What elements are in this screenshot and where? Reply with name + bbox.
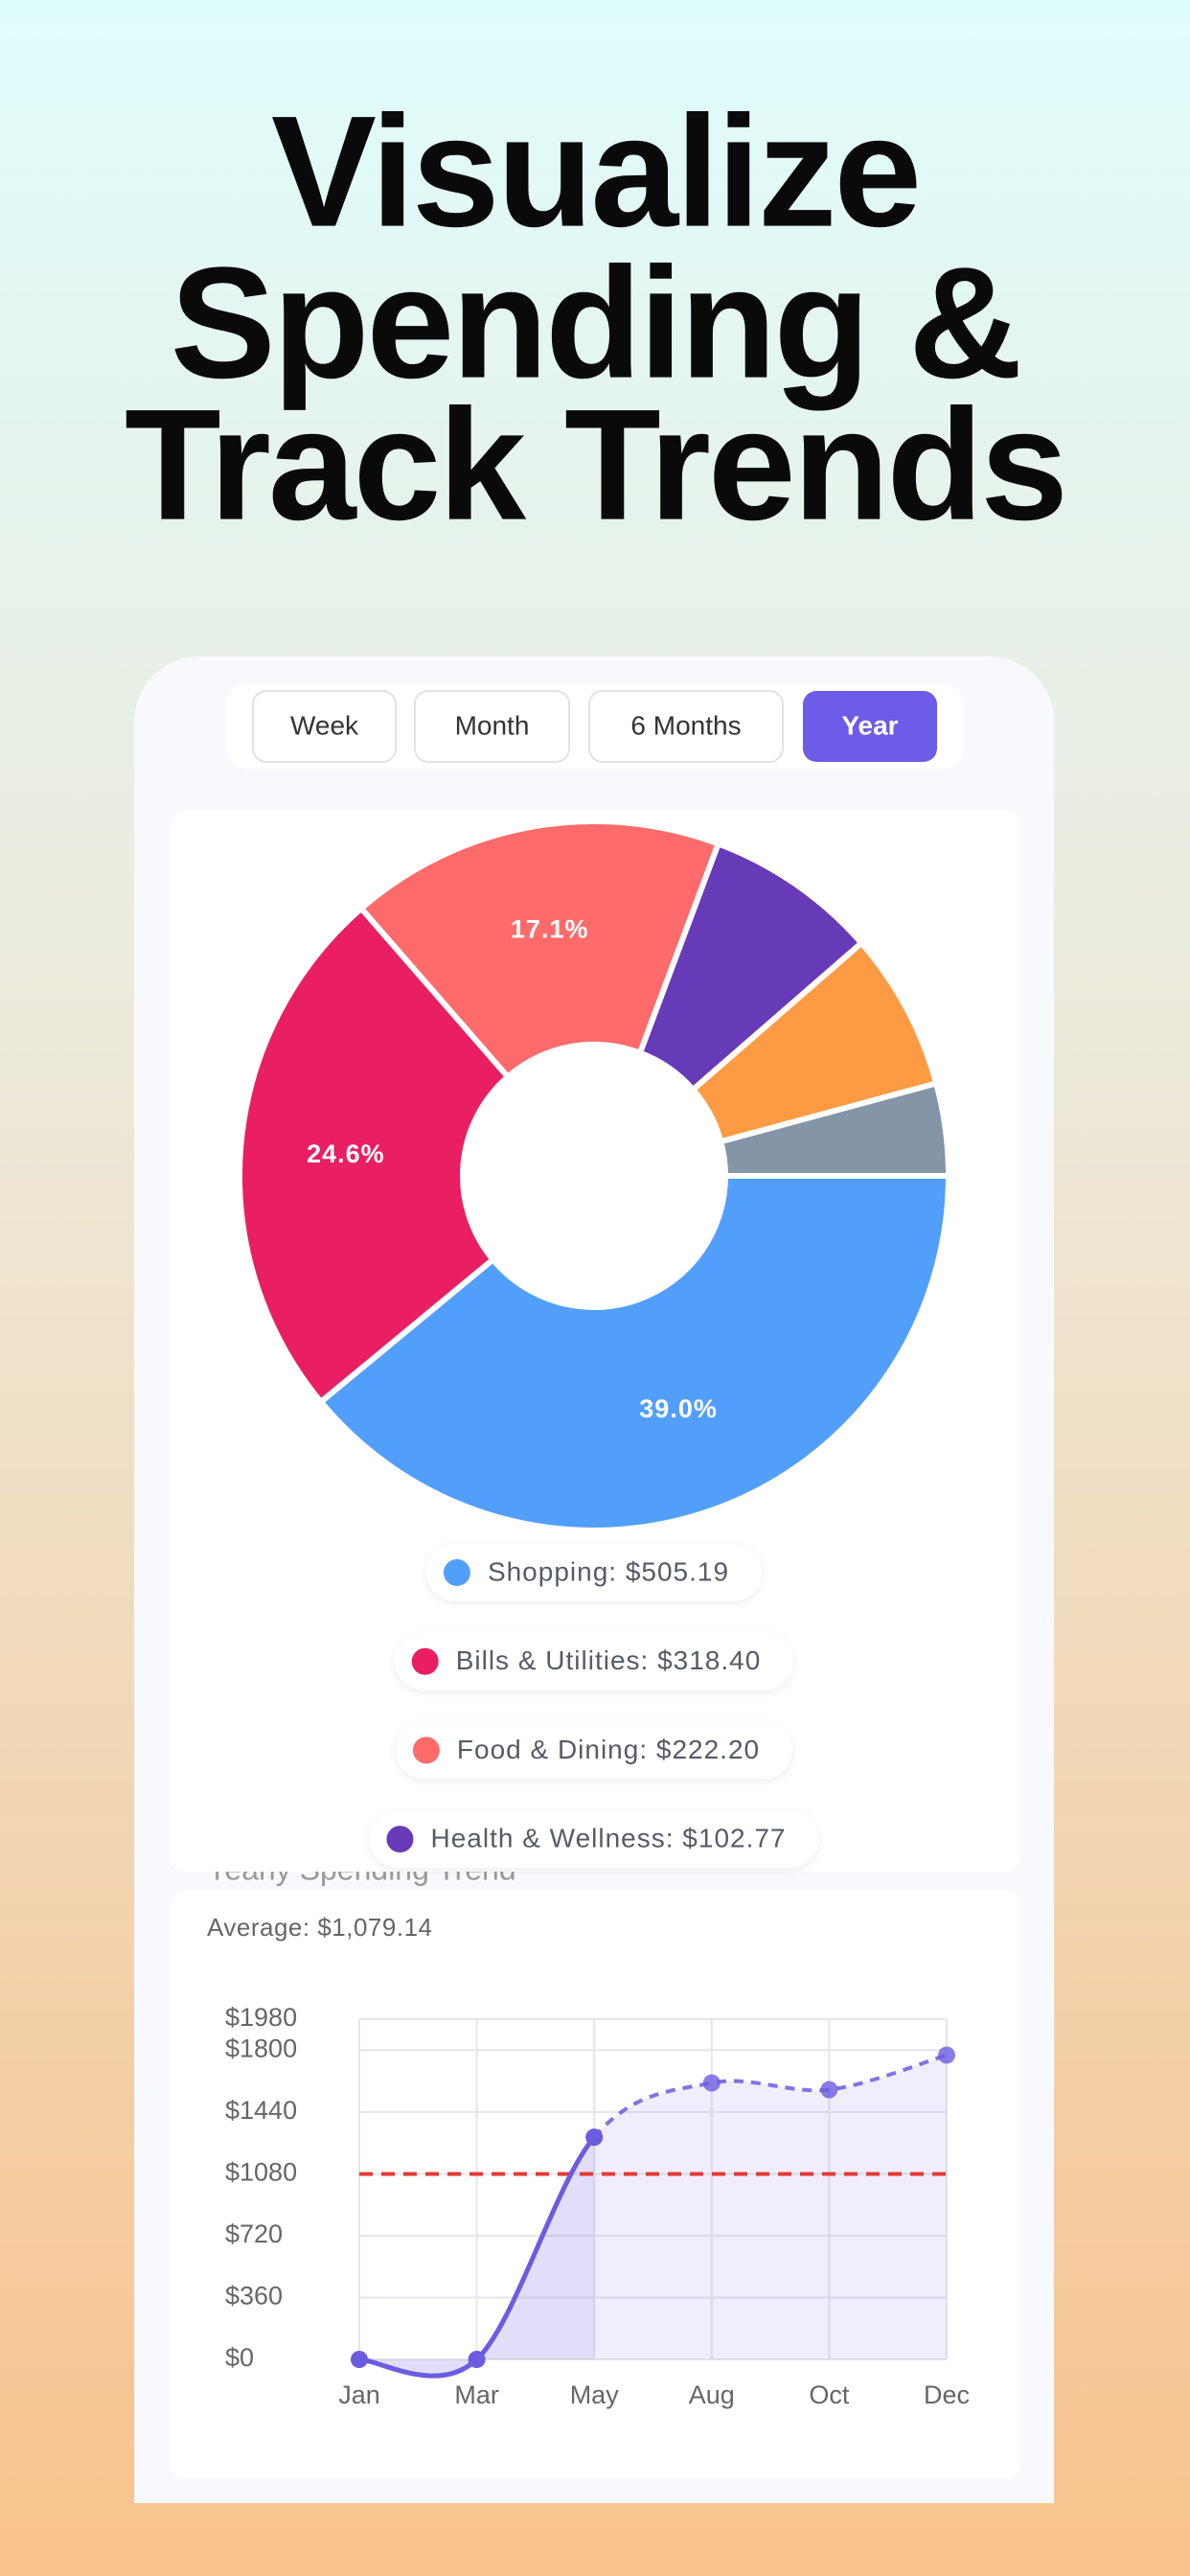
legend-pill: [394, 1632, 794, 1690]
tab-button[interactable]: [803, 691, 937, 762]
legend-dot: [412, 1736, 440, 1764]
data-point: [820, 2081, 838, 2099]
slice-label: 39.0%: [639, 1394, 718, 1423]
area-fill: [359, 2137, 595, 2377]
legend-text: Shopping: $505.19: [488, 1556, 729, 1586]
trend-line: [358, 2135, 597, 2379]
pie-slice: [316, 1173, 952, 1533]
pie-slice: [237, 904, 513, 1407]
y-tick-label: $360: [225, 2282, 283, 2311]
pie-slice: [717, 1079, 952, 1179]
y-tick-label: $1080: [225, 2157, 297, 2186]
data-point: [702, 2074, 721, 2092]
chart-subtitle: Average: $1,079.14: [207, 1913, 432, 1942]
tab-button[interactable]: [414, 690, 570, 763]
tab-label[interactable]: Year: [841, 710, 898, 740]
x-tick-label: Dec: [924, 2380, 970, 2409]
headline: Spending &: [171, 235, 1020, 411]
headline: Visualize: [271, 83, 919, 260]
legend-text: Health & Wellness: $102.77: [430, 1823, 786, 1852]
slice-label: 17.1%: [511, 914, 589, 943]
tab-label[interactable]: 6 Months: [630, 710, 741, 740]
tab-label[interactable]: Month: [455, 710, 530, 740]
y-tick-label: $0: [225, 2343, 254, 2372]
data-point: [585, 2128, 604, 2147]
y-tick-label: $1800: [225, 2034, 297, 2062]
data-point: [938, 2046, 955, 2064]
slice-label: 24.6%: [307, 1139, 385, 1168]
tab-button[interactable]: [588, 690, 784, 763]
tab-button[interactable]: [252, 690, 397, 763]
data-point: [351, 2351, 368, 2368]
x-tick-label: Oct: [809, 2380, 850, 2409]
legend-pill: [425, 1544, 763, 1601]
x-tick-label: Aug: [689, 2380, 735, 2409]
y-tick-label: $720: [225, 2220, 283, 2248]
trend-line-dashed: [592, 2053, 948, 2139]
pie-slice: [356, 818, 722, 1081]
x-tick-label: Jan: [338, 2380, 380, 2409]
legend-text: Food & Dining: $222.20: [457, 1735, 760, 1764]
legend-dot: [386, 1826, 414, 1853]
y-tick-label: $1980: [225, 2003, 297, 2032]
data-point: [468, 2351, 486, 2368]
pie-slice: [636, 840, 866, 1094]
y-tick-label: $1440: [225, 2096, 297, 2125]
headline: Track Trends: [125, 377, 1065, 553]
tab-label[interactable]: Week: [290, 710, 359, 740]
legend-dot: [443, 1559, 470, 1586]
legend-dot: [411, 1647, 439, 1675]
legend-pill: [369, 1810, 819, 1869]
legend-pill: [395, 1721, 793, 1780]
x-tick-label: Mar: [454, 2380, 499, 2409]
x-tick-label: May: [570, 2380, 620, 2409]
area-fill: [594, 2055, 947, 2359]
legend-text: Bills & Utilities: $318.40: [456, 1645, 762, 1675]
